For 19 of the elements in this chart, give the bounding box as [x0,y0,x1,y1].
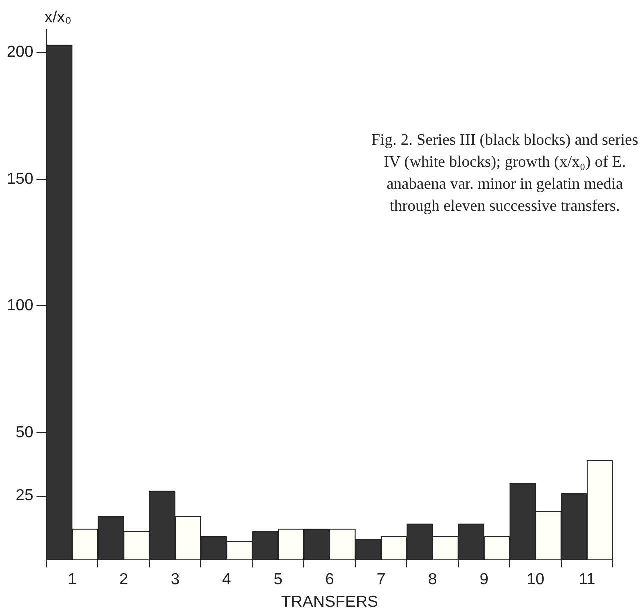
x-tick-label: 7 [376,572,386,589]
x-axis-title: TRANSFERS [281,594,378,611]
x-tick-label: 11 [578,572,596,589]
x-tick-label: 8 [428,572,438,589]
y-tick-label: 150 [6,170,34,188]
y-tick-label: 50 [16,424,34,442]
x-tick-label: 1 [68,572,77,589]
x-tick-label: 6 [325,572,334,589]
y-tick-label: 100 [6,298,34,315]
x-tick-label: 5 [274,572,283,589]
x-tick-label: 9 [480,572,489,589]
y-tick-label: 25 [16,488,34,505]
y-tick-label: 200 [6,44,34,62]
x-tick-label: 3 [170,572,180,589]
x-tick-label: 2 [119,572,128,589]
annotation: Fig. 2. Series III (black blocks) and series IV (white blocks); growth (x/x₀) of E. anabaena var. minor in gelatin media through eleven successive transfers. [370,131,640,217]
x-tick-label: 10 [526,572,545,589]
y-axis-title: x/x₀ [44,9,72,26]
x-tick-label: 4 [222,572,232,589]
